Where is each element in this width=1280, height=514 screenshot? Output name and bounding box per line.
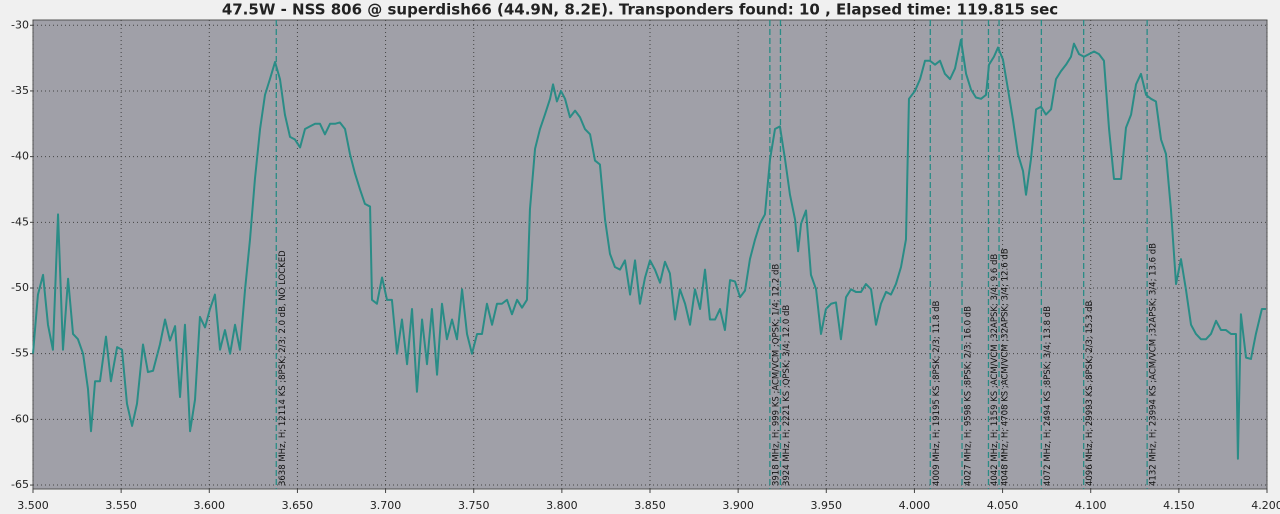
y-tick-label: -60: [11, 412, 29, 425]
y-tick-label: -30: [11, 18, 29, 31]
x-tick-label: 3.700: [370, 499, 402, 512]
transponder-label: 4132 MHz, H; 23994 KS ;ACM/VCM ;32APSK; …: [1149, 243, 1159, 486]
y-tick-label: -35: [11, 84, 29, 97]
y-tick-label: -45: [11, 215, 29, 228]
x-tick-label: 3.500: [17, 499, 49, 512]
y-tick-label: -40: [11, 150, 29, 163]
transponder-label: 3918 MHz, H; 999 KS ;ACM/VCM ;QPSK; 1/4;…: [771, 264, 781, 486]
x-tick-label: 3.900: [722, 499, 754, 512]
plot-area: [32, 19, 1268, 490]
x-tick-label: 3.600: [194, 499, 226, 512]
transponder-label: 4072 MHz, H; 2494 KS ;8PSK; 3/4; 13.8 dB: [1043, 306, 1053, 486]
x-tick-label: 3.650: [282, 499, 314, 512]
spectrum-line: [32, 38, 1266, 460]
y-tick-label: -65: [11, 478, 29, 491]
transponder-label: 4096 MHz, H; 29993 KS ;8PSK; 2/3; 15.3 d…: [1085, 301, 1095, 486]
x-tick-label: 4.200: [1251, 499, 1280, 512]
x-tick-label: 3.550: [105, 499, 137, 512]
x-tick-label: 3.800: [546, 499, 578, 512]
chart-title: 47.5W - NSS 806 @ superdish66 (44.9N, 8.…: [222, 1, 1058, 19]
y-tick-label: -55: [11, 347, 29, 360]
transponder-label: 3924 MHz, H; 2221 KS ;QPSK; 3/4; 12.0 dB: [782, 305, 792, 486]
x-tick-label: 4.050: [987, 499, 1019, 512]
x-tick-label: 3.850: [634, 499, 666, 512]
transponder-label: 3638 MHz, H; 12114 KS ;8PSK; 2/3; 2.0 dB…: [278, 250, 288, 486]
x-tick-label: 3.750: [458, 499, 490, 512]
x-tick-label: 3.950: [811, 499, 843, 512]
x-tick-label: 4.150: [1163, 499, 1195, 512]
transponder-label: 4042 MHz, H; 1159 KS ;ACM/VCM ;32APSK; 3…: [990, 254, 1000, 486]
transponder-label: 4027 MHz, H; 9598 KS ;8PSK; 2/3; 16.0 dB: [964, 306, 974, 486]
x-tick-label: 4.000: [899, 499, 931, 512]
y-tick-label: -50: [11, 281, 29, 294]
transponder-label: 4009 MHz, H; 19195 KS ;8PSK; 2/3; 11.8 d…: [932, 301, 942, 486]
x-tick-label: 4.100: [1075, 499, 1107, 512]
transponder-label: 4048 MHz, H; 4708 KS ;ACM/VCM ;32APSK; 3…: [1001, 248, 1011, 486]
